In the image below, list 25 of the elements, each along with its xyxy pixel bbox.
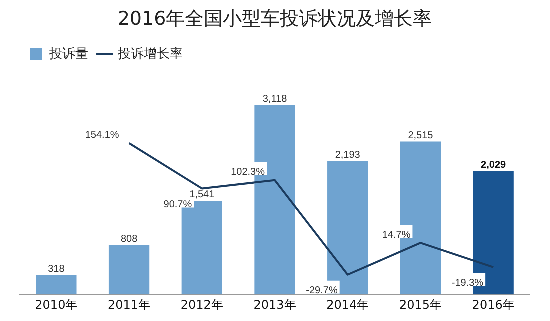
data-label: 90.7% — [164, 199, 192, 210]
data-label: 2,029 — [481, 160, 507, 172]
data-label: 2,515 — [408, 130, 434, 142]
x-tick-label: 2012年 — [180, 298, 224, 312]
data-label: 14.7% — [382, 230, 411, 241]
bar — [108, 245, 150, 295]
x-tick-label: 2014年 — [326, 298, 370, 312]
data-label: 808 — [120, 234, 138, 246]
data-label: 154.1% — [85, 130, 120, 142]
data-label: 1,541 — [190, 190, 216, 201]
legend-label: 投诉增长率 — [117, 46, 183, 62]
x-tick-label: 2010年 — [35, 298, 78, 312]
x-tick-label: 2011年 — [108, 298, 151, 312]
chart-title: 2016年全国小型车投诉状况及增长率 — [116, 7, 434, 32]
data-label: -29.7% — [306, 286, 338, 297]
data-label: 2,193 — [335, 150, 361, 162]
bar — [36, 275, 77, 295]
data-label: 102.3% — [231, 167, 266, 178]
x-tick-label: 2015年 — [399, 298, 442, 312]
legend-label: 投诉量 — [48, 46, 88, 62]
x-tick-label: 2013年 — [254, 298, 296, 312]
data-label: -19.3% — [452, 278, 484, 290]
x-tick-label: 2016年 — [472, 298, 515, 312]
data-label: 3,118 — [262, 94, 288, 105]
data-label: 318 — [48, 264, 66, 276]
